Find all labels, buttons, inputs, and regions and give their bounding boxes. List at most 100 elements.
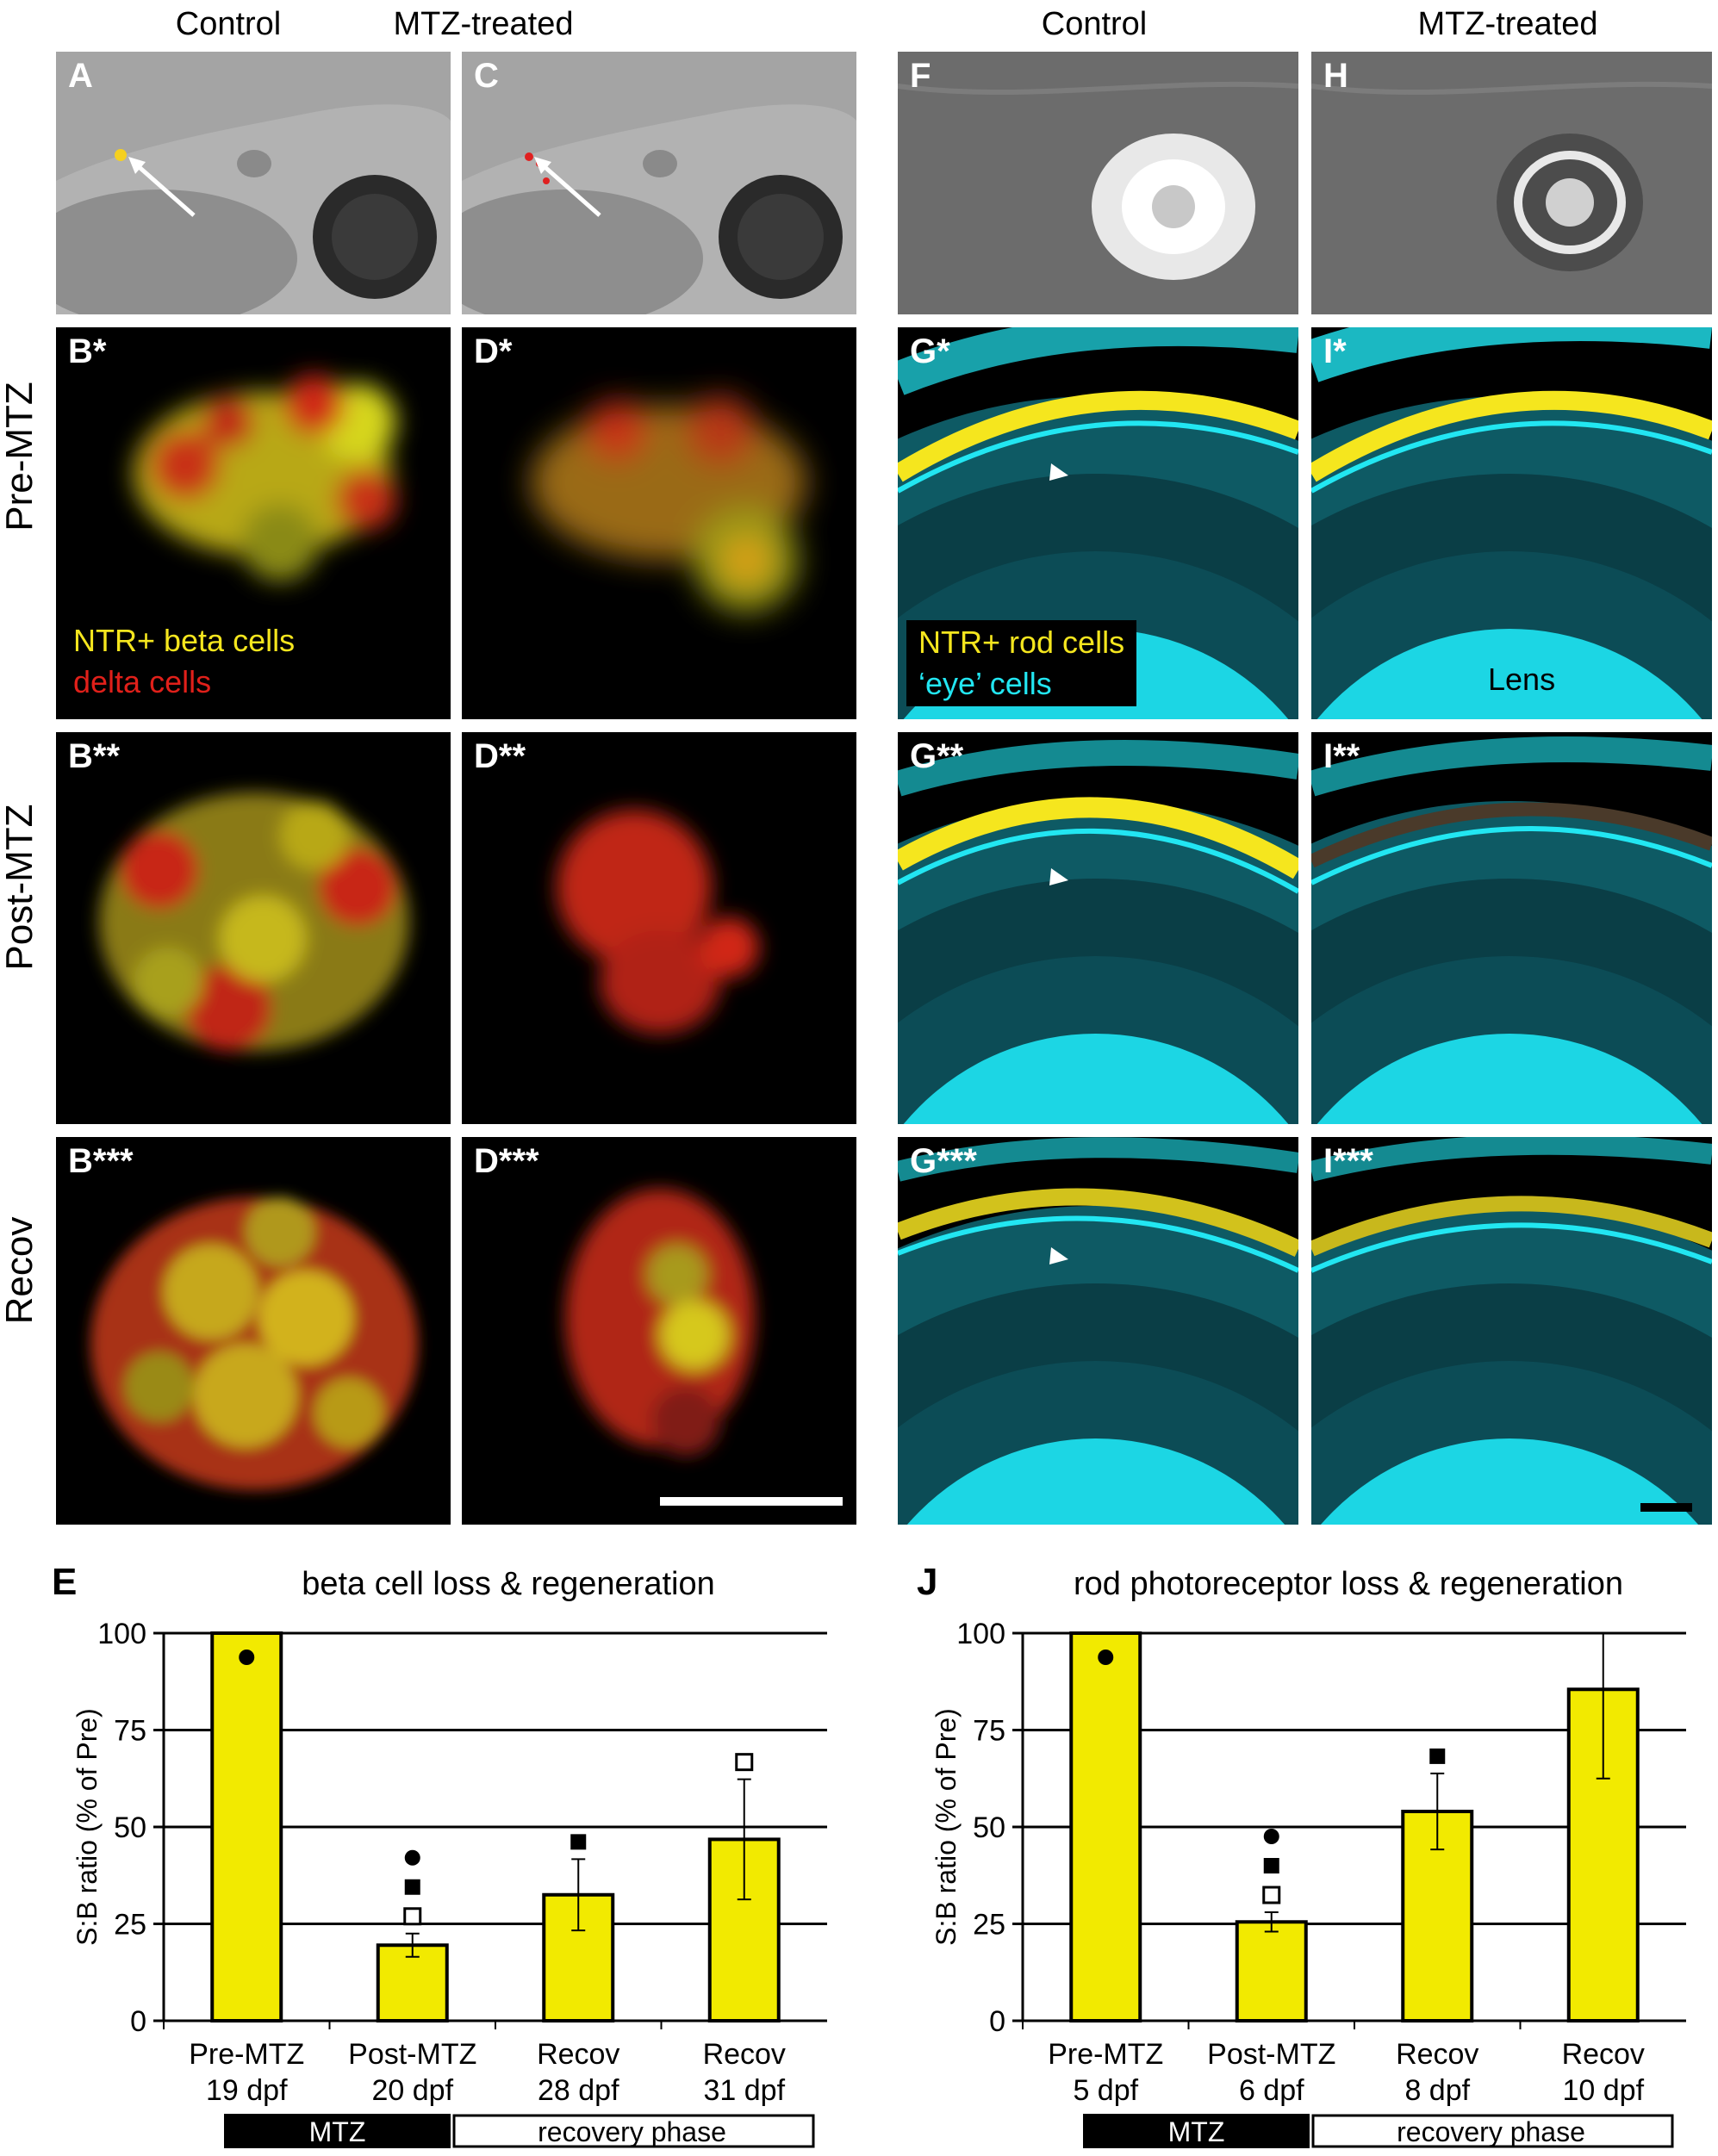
fish-eye-illustration (898, 52, 1298, 314)
x-tick-label: 8 dpf (1404, 2074, 1470, 2107)
fish-illustration (56, 52, 451, 314)
panel-label-h: H (1323, 57, 1348, 95)
y-axis-label: S:B ratio (% of Pre) (931, 1708, 962, 1946)
x-tick-label: Recov (537, 2038, 619, 2071)
panel-label-b1: B* (68, 332, 107, 370)
retina-legend: NTR+ rod cells ‘eye’ cells (906, 620, 1137, 706)
x-tick-label: Recov (1396, 2038, 1478, 2071)
mtz-phase-bar (224, 2114, 451, 2148)
panel-i1-eye-image: I* Lens (1311, 327, 1712, 719)
chart-e-title: beta cell loss & regeneration (302, 1566, 715, 1602)
chart-j-title: rod photoreceptor loss & regeneration (1074, 1566, 1623, 1602)
header-control-right: Control (1041, 6, 1148, 42)
panel-i2-eye-image: I** (1311, 732, 1712, 1124)
panel-label-f: F (910, 57, 931, 95)
panel-c-fish-image: C (462, 52, 856, 314)
retina-illustration (898, 740, 1298, 1124)
marker-filled-circle (1263, 1829, 1279, 1844)
mtz-phase-label: MTZ (309, 2116, 366, 2147)
y-tick-label: 75 (114, 1715, 146, 1748)
panel-d1-islet-image: D* (462, 327, 856, 719)
y-axis-label: S:B ratio (% of Pre) (72, 1708, 103, 1946)
recovery-phase-label: recovery phase (1397, 2116, 1585, 2147)
panel-b1-islet-image: B* NTR+ beta cells delta cells (56, 327, 451, 719)
panel-label-b3: B*** (68, 1142, 134, 1180)
islet-legend: NTR+ beta cells delta cells (73, 620, 295, 703)
scale-bar (660, 1497, 843, 1506)
marker-filled-square (1429, 1748, 1446, 1764)
y-tick-label: 50 (973, 1811, 1005, 1844)
row-label-post: Post-MTZ (0, 804, 40, 971)
fish-illustration (462, 52, 856, 314)
islet-illustration (557, 810, 759, 1034)
marker-open-square (403, 1907, 422, 1926)
panel-b2-islet-image: B** (56, 732, 451, 1124)
x-tick-label: 19 dpf (206, 2074, 288, 2107)
panel-a-fish-image: A (56, 52, 451, 314)
x-tick-label: Post-MTZ (1207, 2038, 1335, 2071)
marker-open-square (1262, 1886, 1281, 1904)
x-tick-label: 20 dpf (371, 2074, 453, 2107)
panel-g3-eye-image: G*** (898, 1137, 1298, 1525)
panel-h-fish-image: H (1311, 52, 1712, 314)
x-tick-label: Recov (703, 2038, 786, 2071)
islet-illustration (90, 1197, 418, 1490)
panel-d3-islet-image: D*** (462, 1137, 856, 1525)
row-label-pre: Pre-MTZ (0, 382, 40, 531)
panel-label-b2: B** (68, 737, 121, 775)
panel-label-g3: G*** (910, 1142, 977, 1180)
panel-label-c: C (474, 57, 499, 95)
legend-beta-cells: NTR+ beta cells (73, 623, 296, 658)
x-tick-label: 6 dpf (1239, 2074, 1304, 2107)
lens-label: Lens (1488, 662, 1556, 697)
mtz-phase-label: MTZ (1168, 2116, 1225, 2147)
panel-label-g1: G* (910, 332, 950, 370)
legend-rod-cells: NTR+ rod cells (918, 624, 1125, 660)
recovery-phase-bar (452, 2114, 815, 2148)
retina-illustration (1311, 1137, 1712, 1525)
y-tick-label: 25 (114, 1909, 146, 1942)
islet-illustration (531, 396, 806, 612)
retina-illustration (898, 1137, 1298, 1525)
panel-f-fish-image: F (898, 52, 1298, 314)
mtz-phase-bar (1083, 2114, 1310, 2148)
x-tick-label: Pre-MTZ (1048, 2038, 1163, 2071)
legend-delta-cells: delta cells (73, 664, 212, 699)
panel-label-j: J (917, 1561, 938, 1603)
recovery-phase-label: recovery phase (538, 2116, 726, 2147)
marker-filled-circle (239, 1650, 255, 1665)
header-mtz-left: MTZ-treated (393, 6, 574, 42)
panel-label-i1: I* (1323, 332, 1347, 370)
y-tick-label: 100 (956, 1618, 1005, 1650)
x-tick-label: 5 dpf (1073, 2074, 1138, 2107)
islet-illustration (99, 792, 409, 1051)
panel-label-d1: D* (474, 332, 513, 370)
panel-label-a: A (68, 57, 93, 95)
marker-filled-square (404, 1879, 420, 1895)
chart-e: 0 25 50 75 100 S:B ratio (% of Pre) Pre-MTZ19 … (72, 1618, 827, 2148)
panel-label-d3: D*** (474, 1142, 539, 1180)
panel-label-i3: I*** (1323, 1142, 1373, 1180)
marker-filled-square (1263, 1858, 1279, 1873)
fish-eye-illustration (1311, 52, 1712, 314)
panel-label-d2: D** (474, 737, 526, 775)
row-label-recov: Recov (0, 1216, 40, 1325)
scale-bar (1640, 1503, 1692, 1512)
marker-open-square (735, 1753, 754, 1772)
y-tick-label: 75 (973, 1715, 1005, 1748)
x-tick-label: Post-MTZ (348, 2038, 476, 2071)
marker-filled-square (570, 1834, 587, 1850)
x-tick-label: 31 dpf (703, 2074, 785, 2107)
recovery-phase-bar (1311, 2114, 1674, 2148)
panel-label-i2: I** (1323, 737, 1360, 775)
islet-illustration (134, 375, 396, 581)
panel-g1-eye-image: G* NTR+ rod cells ‘eye’ cells (898, 327, 1298, 719)
y-tick-label: 0 (130, 2005, 146, 2038)
retina-illustration (1311, 327, 1712, 719)
marker-filled-circle (1098, 1650, 1114, 1665)
header-control-left: Control (175, 6, 282, 42)
bar (1069, 1631, 1142, 2022)
y-tick-label: 100 (97, 1618, 146, 1650)
y-tick-label: 0 (989, 2005, 1005, 2038)
